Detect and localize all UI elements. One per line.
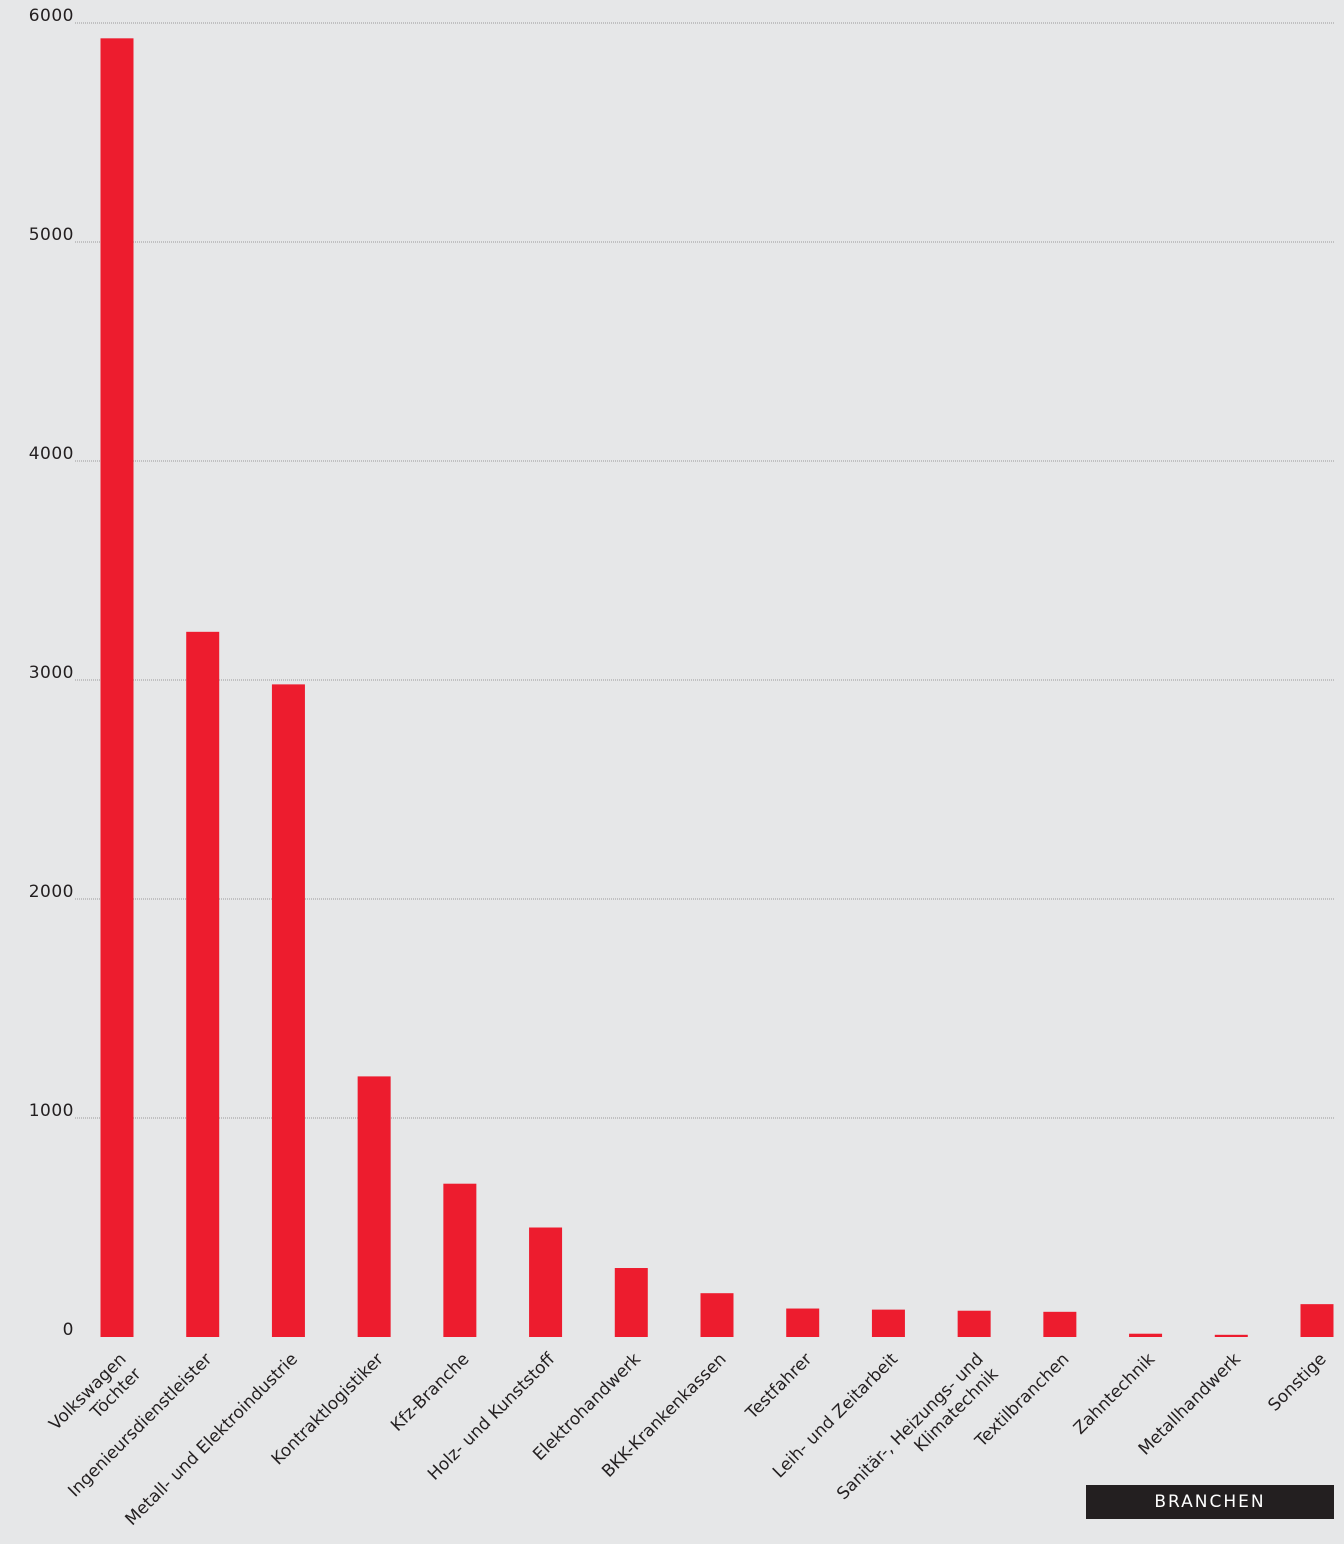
bar	[1214, 1334, 1248, 1337]
y-tick-label: 3000	[29, 663, 74, 683]
category-label: Ingenieursdienstleister	[64, 1349, 216, 1501]
bar	[1129, 1333, 1163, 1337]
category-label-line: Kfz-Branche	[387, 1349, 473, 1435]
category-label-line: Metall- und Elektroindustrie	[122, 1349, 302, 1529]
x-tick-label: Kfz-Branche	[387, 1349, 473, 1435]
bar	[1300, 1304, 1334, 1337]
bar	[100, 38, 134, 1338]
category-label: Kfz-Branche	[387, 1349, 473, 1435]
category-label: Zahntechnik	[1070, 1349, 1159, 1438]
y-tick-label: 2000	[29, 882, 74, 902]
y-tick-label: 0	[63, 1320, 74, 1340]
bar	[357, 1076, 391, 1337]
bar	[186, 631, 220, 1337]
bar	[957, 1310, 991, 1337]
category-label-line: Zahntechnik	[1070, 1349, 1159, 1438]
bar	[871, 1309, 905, 1337]
category-label-line: Sanitär-, Heizungs- und	[833, 1349, 988, 1504]
bar	[786, 1308, 820, 1337]
x-tick-label: Testfahrer	[741, 1349, 816, 1424]
bar	[443, 1183, 477, 1337]
x-tick-label: Sonstige	[1264, 1349, 1330, 1415]
y-tick-label: 1000	[29, 1101, 74, 1121]
y-tick-label: 5000	[29, 225, 74, 245]
bars	[100, 38, 1334, 1338]
bar	[271, 684, 305, 1337]
x-tick-label: Zahntechnik	[1070, 1349, 1159, 1438]
bar	[700, 1293, 734, 1337]
y-tick-label: 6000	[29, 6, 74, 26]
bar	[614, 1268, 648, 1337]
category-label-line: Sonstige	[1264, 1349, 1330, 1415]
x-tick-label: Metall- und Elektroindustrie	[122, 1349, 302, 1529]
category-label: Metall- und Elektroindustrie	[122, 1349, 302, 1529]
bar	[529, 1227, 563, 1337]
gridlines	[75, 22, 1335, 1119]
category-label-line: Testfahrer	[741, 1349, 816, 1424]
x-tick-label: Ingenieursdienstleister	[64, 1349, 216, 1501]
y-tick-label: 4000	[29, 444, 74, 464]
category-label: Testfahrer	[741, 1349, 816, 1424]
y-axis-ticks: 0 1000 2000 3000 4000 5000 6000	[29, 6, 74, 1340]
x-axis-title: BRANCHEN	[1086, 1485, 1334, 1519]
category-label: Sonstige	[1264, 1349, 1330, 1415]
category-label-line: Ingenieursdienstleister	[64, 1349, 216, 1501]
bar	[1043, 1311, 1077, 1337]
